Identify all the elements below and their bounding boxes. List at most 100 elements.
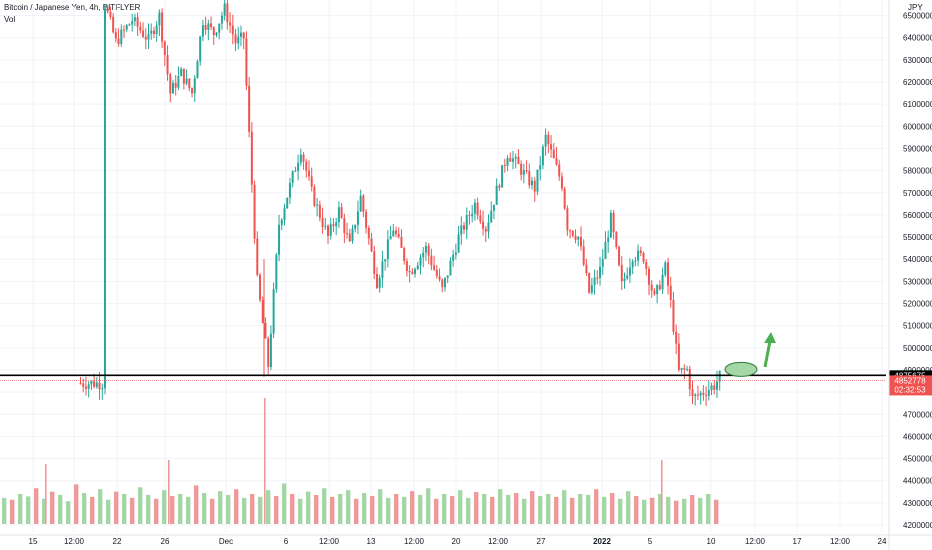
candle-body — [596, 277, 599, 279]
y-tick-label: 4500000 — [903, 455, 932, 464]
candle-body — [278, 224, 281, 255]
candle-body — [147, 33, 150, 40]
volume-bar — [50, 491, 55, 524]
candle-body — [503, 165, 506, 167]
volume-bar — [330, 496, 335, 524]
candle-body — [90, 381, 93, 385]
candle-body — [650, 284, 653, 291]
candle-body — [694, 394, 697, 396]
candle-body — [305, 161, 308, 171]
candle-body — [174, 82, 177, 88]
volume-bar — [714, 499, 719, 524]
candle-body — [533, 180, 536, 192]
candle-body — [555, 158, 558, 165]
candle-body — [327, 225, 330, 236]
annotation-arrow-head — [764, 332, 776, 343]
x-tick-label: 13 — [367, 537, 376, 546]
volume-bar — [258, 496, 263, 524]
volume-bar — [570, 497, 575, 524]
candle-body — [544, 134, 547, 147]
candle-body — [541, 146, 544, 166]
candle-body — [142, 30, 145, 37]
candle-body — [321, 217, 324, 227]
candle-body — [152, 30, 155, 35]
candle-body — [528, 171, 531, 186]
volume-bar — [18, 494, 23, 524]
volume-bar — [178, 494, 183, 524]
candle-body — [661, 274, 664, 290]
candle-body — [313, 186, 316, 206]
candle-body — [242, 32, 245, 39]
volume-bar — [618, 498, 623, 524]
candle-body — [351, 228, 354, 242]
candle-body — [348, 233, 351, 242]
candle-body — [207, 23, 210, 30]
candle-body — [259, 274, 262, 301]
candle-body — [604, 242, 607, 259]
candle-body — [569, 230, 572, 232]
candle-body — [155, 25, 158, 35]
candle-body — [93, 381, 96, 387]
volume-bar — [202, 493, 207, 524]
candle-body — [316, 204, 319, 206]
candle-body — [713, 385, 716, 390]
x-tick-label: 15 — [29, 537, 38, 546]
candle-body — [669, 285, 672, 300]
candle-body — [427, 245, 430, 256]
volume-bar — [466, 497, 471, 524]
volume-bar — [450, 495, 455, 524]
candle-body — [710, 385, 713, 391]
indicator-label: Vol — [4, 15, 16, 24]
candle-body — [618, 246, 621, 266]
candle-body — [628, 267, 631, 276]
candle-body — [329, 224, 332, 236]
volume-bar — [346, 490, 351, 524]
volume-bar — [170, 495, 175, 524]
candle-body — [460, 225, 463, 235]
candle-body — [571, 230, 574, 236]
candle-body — [87, 384, 90, 389]
candle-body — [302, 154, 305, 162]
volume-bar — [250, 494, 255, 524]
volume-bar — [378, 489, 383, 524]
volume-bar — [698, 497, 703, 524]
candle-body — [185, 78, 188, 84]
candle-body — [340, 207, 343, 218]
candle-body — [201, 25, 204, 37]
candle-body — [612, 212, 615, 233]
candle-body — [688, 369, 691, 390]
candle-body — [283, 208, 286, 220]
candle-body — [465, 215, 468, 230]
volume-bar — [98, 489, 103, 524]
volume-bar — [386, 497, 391, 524]
volume-bar — [194, 485, 199, 524]
candle-body — [103, 8, 106, 389]
candle-body — [294, 170, 297, 172]
candle-body — [144, 36, 147, 40]
volume-bar — [338, 494, 343, 524]
candle-body — [718, 370, 721, 382]
candle-body — [446, 275, 449, 278]
candle-body — [430, 255, 433, 266]
volume-bar — [458, 490, 463, 524]
candle-body — [601, 258, 604, 267]
candle-body — [582, 246, 585, 265]
y-tick-label: 4400000 — [903, 477, 932, 486]
candle-body — [123, 29, 126, 31]
volume-bar — [274, 495, 279, 524]
x-tick-label: 6 — [284, 537, 289, 546]
volume-bar — [226, 494, 231, 524]
volume-bar — [530, 491, 535, 524]
candle-body — [482, 221, 485, 229]
volume-bar — [490, 496, 495, 524]
volume-bar — [66, 501, 71, 524]
x-tick-label: 26 — [161, 537, 170, 546]
candle-body — [310, 176, 313, 187]
volume-bar — [114, 491, 119, 524]
candle-body — [656, 285, 659, 295]
candle-body — [471, 213, 474, 217]
candle-body — [585, 264, 588, 274]
candle-body — [520, 163, 523, 175]
candle-body — [392, 230, 395, 237]
